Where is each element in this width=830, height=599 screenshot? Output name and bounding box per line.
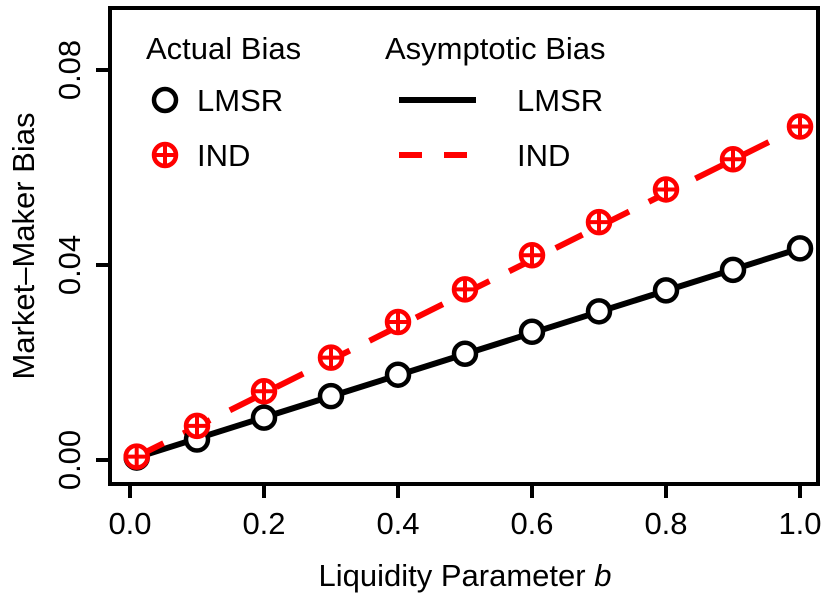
x-tick-label: 1.0 xyxy=(778,506,821,541)
point-ind-6 xyxy=(518,242,546,269)
point-lmsr-3 xyxy=(317,382,345,410)
legend-label-lmsr-asymptotic: LMSR xyxy=(517,83,603,118)
point-lmsr-7 xyxy=(585,298,613,325)
point-lmsr-6 xyxy=(518,318,546,346)
axes: 0.0 0.2 0.4 0.6 0.8 1.0 0.00 0.04 0.08 Liquidity … xyxy=(6,6,822,593)
point-lmsr-9 xyxy=(719,256,747,284)
x-tick-label: 0.6 xyxy=(510,506,553,541)
y-tick-label: 0.08 xyxy=(52,40,87,100)
point-ind-8 xyxy=(652,176,680,203)
legend-marker-lmsr-actual xyxy=(151,86,179,114)
point-circle xyxy=(518,318,546,346)
point-circle xyxy=(451,340,479,367)
y-tick-label: 0.04 xyxy=(52,235,87,295)
point-circle xyxy=(384,361,412,388)
point-lmsr-8 xyxy=(652,277,680,304)
y-tick-label: 0.00 xyxy=(52,430,87,490)
point-circle xyxy=(786,235,814,262)
point-circle xyxy=(585,298,613,325)
point-ind-3 xyxy=(317,344,345,371)
point-lmsr-5 xyxy=(451,340,479,367)
legend-label-lmsr-actual: LMSR xyxy=(197,83,283,118)
point-ind-7 xyxy=(585,208,613,236)
point-circle xyxy=(250,404,278,431)
legend-title-actual: Actual Bias xyxy=(146,31,301,66)
x-tick-label: 0.2 xyxy=(242,506,285,541)
point-ind-5 xyxy=(451,276,479,303)
point-ind-0 xyxy=(123,443,150,470)
point-lmsr-2 xyxy=(250,404,278,431)
point-ind-1 xyxy=(183,412,211,440)
point-circle xyxy=(719,256,747,284)
plot-frame xyxy=(108,6,820,486)
x-tick-label: 0.0 xyxy=(108,506,151,541)
x-axis-title-text: Liquidity Parameter xyxy=(319,558,595,593)
legend-label-ind-actual: IND xyxy=(197,138,250,173)
point-circle xyxy=(652,277,680,304)
legend-title-asymptotic: Asymptotic Bias xyxy=(385,31,606,66)
point-lmsr-10 xyxy=(786,235,814,262)
x-axis-title-variable: b xyxy=(594,558,611,593)
point-ind-9 xyxy=(719,145,747,173)
legend: Actual Bias Asymptotic Bias LMSR IND LMSR IND xyxy=(146,31,606,173)
y-axis-title: Market–Maker Bias xyxy=(6,112,41,379)
legend-label-ind-asymptotic: IND xyxy=(517,138,570,173)
x-axis-title: Liquidity Parameter b xyxy=(319,558,612,593)
x-tick-label: 0.4 xyxy=(376,506,419,541)
point-ind-2 xyxy=(250,378,278,405)
point-lmsr-4 xyxy=(384,361,412,388)
x-tick-label: 0.8 xyxy=(644,506,687,541)
point-ind-4 xyxy=(384,308,412,336)
series-markers xyxy=(123,113,814,471)
point-ind-10 xyxy=(786,113,814,140)
point-circle xyxy=(317,382,345,410)
